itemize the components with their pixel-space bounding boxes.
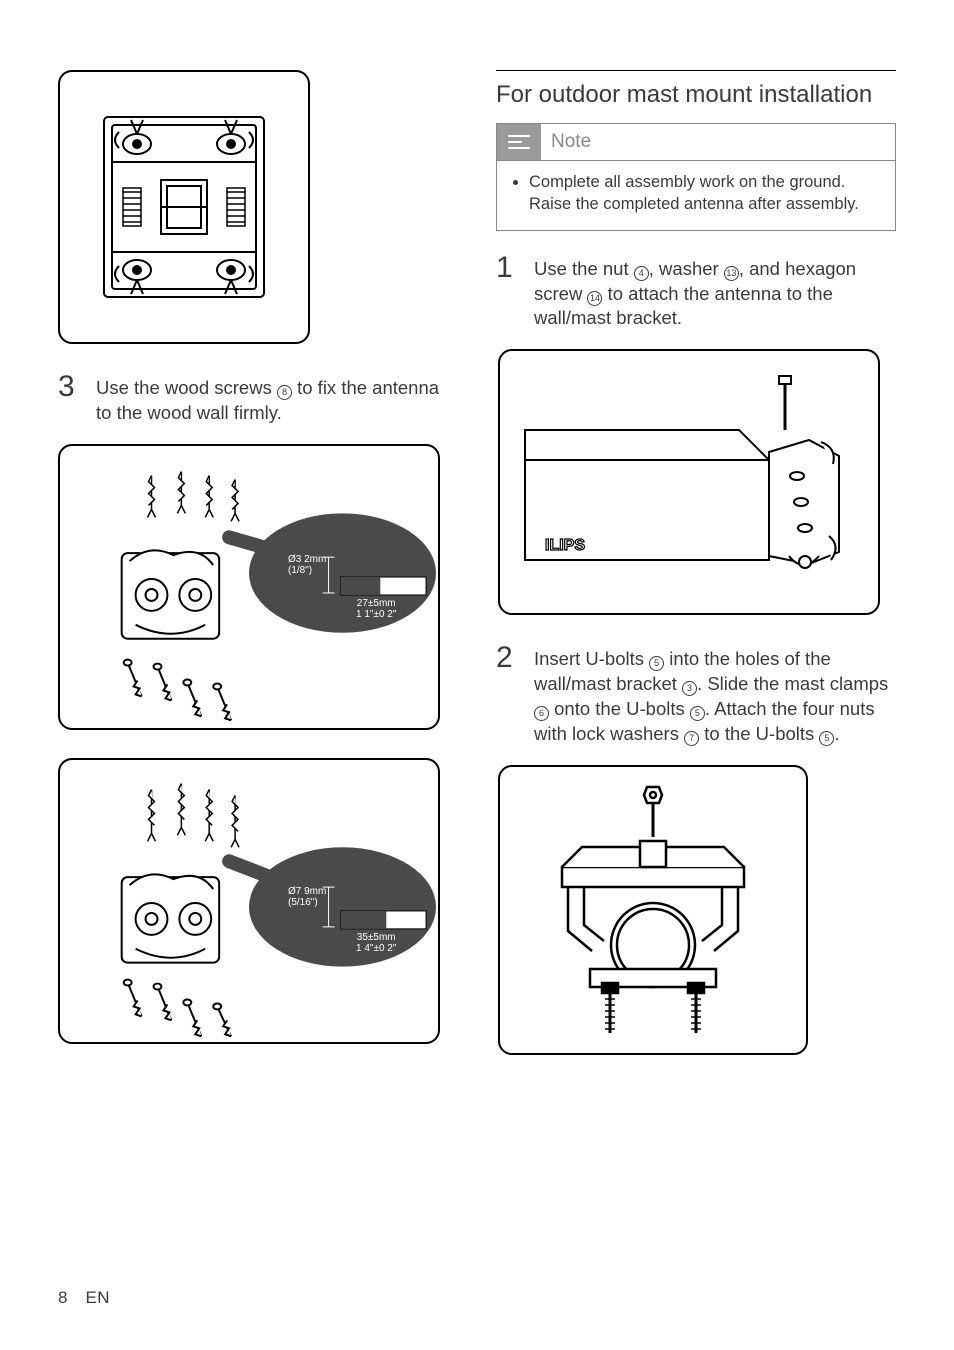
step-text: Use the wood screws 8 to fix the antenna… (96, 372, 458, 426)
figure-pilot-hole-large: Ø7 9mm(5/16") 35±5mm1 4"±0 2" (58, 758, 440, 1044)
depth-label: 35±5mm1 4"±0 2" (356, 932, 396, 954)
text-fragment: to the U-bolts (699, 723, 819, 744)
step-text: Use the nut 4, washer 13, and hexagon sc… (534, 253, 896, 332)
figure-bracket-rear (58, 70, 310, 344)
depth-label: 27±5mm1 1"±0 2" (356, 598, 396, 620)
text-fragment: . (834, 723, 839, 744)
right-column: For outdoor mast mount installation Note… (496, 70, 896, 1083)
part-ref-icon: 4 (634, 266, 649, 281)
part-ref-icon: 6 (534, 706, 549, 721)
pilot-hole-diagram-2-icon (60, 759, 438, 1043)
page-footer: 8 EN (58, 1288, 110, 1308)
left-column: 3 Use the wood screws 8 to fix the anten… (58, 70, 458, 1083)
part-ref-icon: 3 (682, 681, 697, 696)
step-2: 2 Insert U-bolts 5 into the holes of the… (496, 643, 896, 747)
diameter-label: Ø3 2mm(1/8") (288, 554, 326, 576)
part-ref-icon: 14 (587, 291, 602, 306)
step-number: 3 (58, 372, 80, 402)
part-ref-icon: 8 (277, 385, 292, 400)
step-text: Insert U-bolts 5 into the holes of the w… (534, 643, 896, 747)
note-label: Note (551, 131, 591, 153)
page: 3 Use the wood screws 8 to fix the anten… (0, 0, 954, 1350)
part-ref-icon: 5 (819, 731, 834, 746)
text-fragment: Insert U-bolts (534, 648, 649, 669)
step-number: 2 (496, 643, 518, 673)
diameter-label: Ø7 9mm(5/16") (288, 886, 326, 908)
note-icon (497, 124, 541, 160)
note-header: Note (497, 124, 895, 160)
text-fragment: Use the nut (534, 258, 634, 279)
part-ref-icon: 13 (724, 266, 739, 281)
part-ref-icon: 7 (684, 731, 699, 746)
text-fragment: , washer (649, 258, 724, 279)
page-number: 8 (58, 1288, 67, 1308)
text-fragment: Use the wood screws (96, 377, 277, 398)
step-1: 1 Use the nut 4, washer 13, and hexagon … (496, 253, 896, 332)
page-language: EN (85, 1288, 110, 1308)
note-body: Complete all assembly work on the ground… (497, 160, 895, 230)
step-number: 1 (496, 253, 518, 283)
step-3: 3 Use the wood screws 8 to fix the anten… (58, 372, 458, 426)
pilot-hole-diagram-icon (60, 445, 438, 729)
figure-pilot-hole-small: Ø3 2mm(1/8") 27±5mm1 1"±0 2" (58, 444, 440, 730)
figure-antenna-attach: ILIPS (498, 349, 880, 615)
note-item: Complete all assembly work on the ground… (529, 171, 877, 216)
figure-ubolt-mast (498, 765, 808, 1055)
part-ref-icon: 5 (649, 656, 664, 671)
antenna-attach-diagram-icon: ILIPS (509, 360, 869, 604)
ubolt-diagram-icon (508, 775, 798, 1045)
part-ref-icon: 5 (690, 706, 705, 721)
two-column-layout: 3 Use the wood screws 8 to fix the anten… (58, 70, 896, 1083)
section-heading: For outdoor mast mount installation (496, 70, 896, 109)
text-fragment: onto the U-bolts (549, 698, 690, 719)
svg-text:ILIPS: ILIPS (545, 537, 585, 554)
text-fragment: . Slide the mast clamps (697, 673, 888, 694)
bracket-diagram-icon (79, 92, 289, 322)
note-box: Note Complete all assembly work on the g… (496, 123, 896, 231)
